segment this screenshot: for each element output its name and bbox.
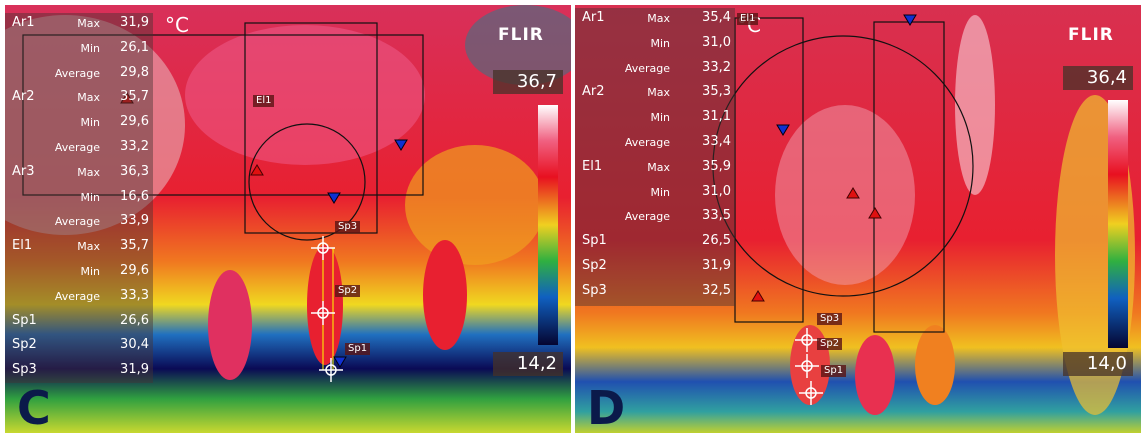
spot-value: 31,9 xyxy=(687,259,731,272)
stat-value: 33,5 xyxy=(687,209,731,222)
panel-letter: C xyxy=(17,385,51,431)
scale-min: 14,2 xyxy=(493,352,563,376)
stat-name: Min xyxy=(600,38,670,49)
stat-value: 29,8 xyxy=(105,66,149,79)
scale-max: 36,4 xyxy=(1063,66,1133,90)
stat-value: 31,1 xyxy=(687,110,731,123)
spot-value: 26,6 xyxy=(105,314,149,327)
stat-name: Max xyxy=(600,13,670,24)
measurement-label: Sp3 xyxy=(582,284,607,297)
stat-value: 26,1 xyxy=(105,41,149,54)
stat-value: 35,7 xyxy=(105,90,149,103)
stat-value: 31,0 xyxy=(687,36,731,49)
stat-name: Average xyxy=(600,63,670,74)
stat-value: 35,4 xyxy=(687,11,731,24)
overlay-label: Sp1 xyxy=(345,343,370,355)
unit: °C xyxy=(165,15,189,35)
spot-value: 32,5 xyxy=(687,284,731,297)
overlay-label: Sp2 xyxy=(335,285,360,297)
stat-value: 35,3 xyxy=(687,85,731,98)
overlay-label: El1 xyxy=(737,13,758,25)
measurement-label: Sp1 xyxy=(12,314,37,327)
stat-name: Average xyxy=(30,291,100,302)
stat-value: 33,4 xyxy=(687,135,731,148)
spot-value: 26,5 xyxy=(687,234,731,247)
overlay-label: Sp1 xyxy=(821,365,846,377)
overlay-label: Sp3 xyxy=(817,313,842,325)
overlay-label: Sp3 xyxy=(335,221,360,233)
stat-name: Max xyxy=(30,18,100,29)
stat-name: Min xyxy=(600,187,670,198)
panel-letter: D xyxy=(587,385,625,431)
stat-name: Min xyxy=(600,112,670,123)
stat-name: Min xyxy=(30,192,100,203)
stat-name: Average xyxy=(600,211,670,222)
stat-value: 33,2 xyxy=(687,61,731,74)
stat-name: Min xyxy=(30,117,100,128)
measurement-label: Sp2 xyxy=(582,259,607,272)
measurement-label: Sp1 xyxy=(582,234,607,247)
spot-value: 31,9 xyxy=(105,363,149,376)
stat-value: 16,6 xyxy=(105,190,149,203)
stat-name: Average xyxy=(30,216,100,227)
stat-name: Max xyxy=(30,167,100,178)
stat-value: 29,6 xyxy=(105,264,149,277)
stat-value: 33,2 xyxy=(105,140,149,153)
screenshot: Ar1Max31,9Min26,1Average29,8Ar2Max35,7Mi… xyxy=(0,0,1143,437)
measurement-label: Sp2 xyxy=(12,338,37,351)
stat-name: Min xyxy=(30,43,100,54)
stat-name: Max xyxy=(30,92,100,103)
stat-value: 33,9 xyxy=(105,214,149,227)
overlay-label: Sp2 xyxy=(817,338,842,350)
stat-value: 29,6 xyxy=(105,115,149,128)
stat-name: Average xyxy=(30,68,100,79)
logo: FLIR xyxy=(498,27,544,44)
stat-value: 36,3 xyxy=(105,165,149,178)
stat-name: Min xyxy=(30,266,100,277)
stat-name: Max xyxy=(600,162,670,173)
stat-value: 33,3 xyxy=(105,289,149,302)
overlay-label: El1 xyxy=(253,95,274,107)
stat-value: 35,9 xyxy=(687,160,731,173)
spot-value: 30,4 xyxy=(105,338,149,351)
stat-value: 31,9 xyxy=(105,16,149,29)
scale-max: 36,7 xyxy=(493,70,563,94)
stat-name: Max xyxy=(30,241,100,252)
logo: FLIR xyxy=(1068,27,1114,44)
stat-name: Average xyxy=(600,137,670,148)
stat-value: 31,0 xyxy=(687,185,731,198)
stat-name: Average xyxy=(30,142,100,153)
scale-min: 14,0 xyxy=(1063,352,1133,376)
stat-value: 35,7 xyxy=(105,239,149,252)
stat-name: Max xyxy=(600,87,670,98)
measurement-label: Sp3 xyxy=(12,363,37,376)
